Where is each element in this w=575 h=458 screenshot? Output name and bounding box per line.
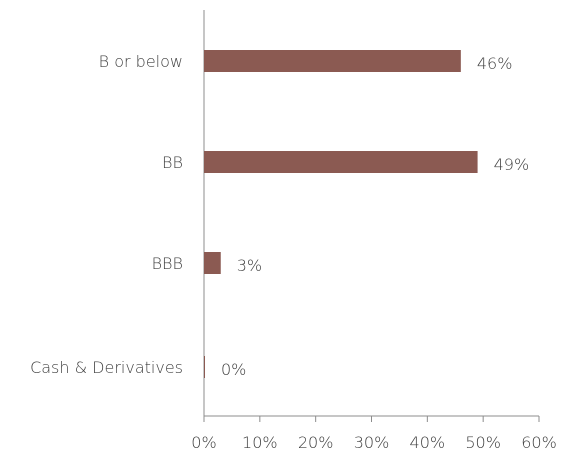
data-label: 46% [477,54,513,73]
data-label: 3% [237,256,262,275]
category-label: BBB [152,254,183,273]
x-tick-label: 0% [191,433,216,452]
x-tick-label: 30% [354,433,390,452]
bar [204,356,205,378]
bars [204,50,478,378]
x-tick-label: 40% [410,433,446,452]
x-tick-label: 60% [521,433,557,452]
x-tick-label: 50% [465,433,501,452]
x-axis-ticks: 0% 10% 20% 30% 40% 50% 60% [191,416,557,452]
x-tick-label: 20% [298,433,334,452]
bar [204,252,221,274]
category-label: B or below [99,52,183,71]
data-label: 49% [494,155,530,174]
category-label: Cash & Derivatives [30,358,183,377]
data-labels: 46% 49% 3% 0% [221,54,529,379]
data-label: 0% [221,360,246,379]
bar [204,50,461,72]
bar [204,151,478,173]
category-label: BB [162,153,183,172]
x-tick-label: 10% [242,433,278,452]
